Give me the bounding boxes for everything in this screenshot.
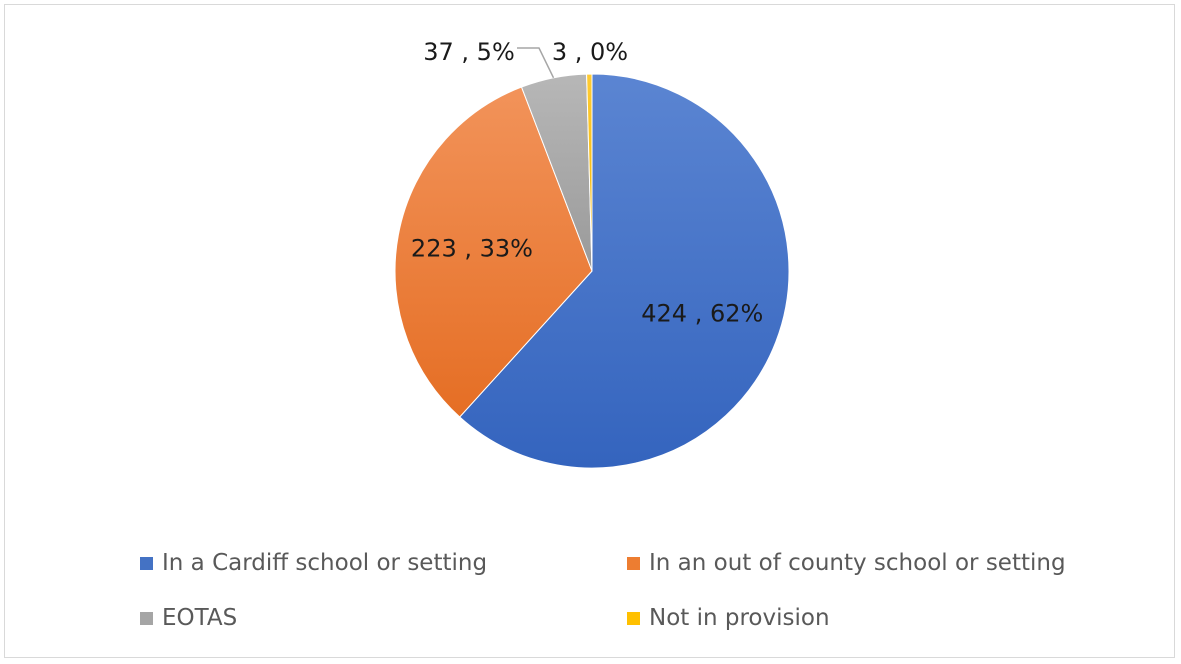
legend-label: In an out of county school or setting	[649, 550, 1066, 576]
data-label-1: 424 , 62%	[641, 300, 763, 328]
data-label-4: 3 , 0%	[552, 38, 628, 66]
legend-swatch	[140, 556, 153, 570]
legend-item-4: Not in provision	[627, 603, 1107, 633]
data-label-2: 223 , 33%	[411, 235, 533, 263]
legend-swatch	[140, 611, 153, 625]
legend-item-3: EOTAS	[140, 603, 627, 633]
legend-label: In a Cardiff school or setting	[162, 550, 488, 576]
pie-slice-1	[459, 73, 790, 469]
pie-slice-4	[586, 73, 593, 272]
leader-line-3	[517, 47, 555, 79]
legend-swatch	[627, 556, 640, 570]
legend-item-1: In a Cardiff school or setting	[140, 548, 627, 578]
data-label-3: 37 , 5%	[423, 38, 515, 66]
legend-swatch	[627, 611, 640, 625]
legend-label: EOTAS	[162, 605, 238, 631]
legend-label: Not in provision	[649, 605, 830, 631]
legend: In a Cardiff school or setting In an out …	[140, 548, 1140, 633]
pie-slice-2	[394, 86, 593, 418]
legend-item-2: In an out of county school or setting	[627, 548, 1107, 578]
